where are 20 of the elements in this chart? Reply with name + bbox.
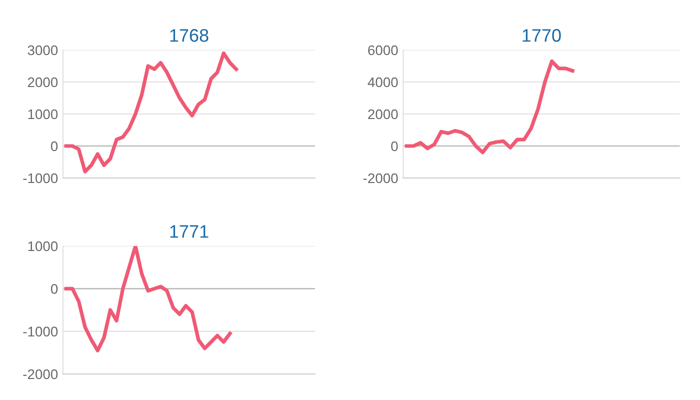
chart-title: 1771 [170, 225, 208, 238]
line-series [64, 51, 238, 174]
y-tick-label: 6000 [368, 45, 398, 56]
y-tick-label: -1000 [23, 173, 58, 184]
chart-title: 1768 [170, 29, 208, 42]
chart-title: 1770 [522, 29, 561, 42]
y-tick-label: 0 [391, 141, 398, 152]
y-tick-label: 0 [50, 284, 58, 294]
line-series [64, 246, 232, 352]
y-tick-label: 2000 [28, 77, 58, 88]
y-tick-label: 4000 [368, 77, 398, 88]
y-tick-label: 2000 [368, 109, 398, 120]
y-tick-label: -1000 [23, 326, 58, 337]
line-series [404, 59, 574, 154]
y-tick-label: 1000 [28, 109, 58, 120]
y-tick-label: 0 [50, 141, 58, 152]
y-tick-label: 3000 [28, 45, 58, 56]
y-tick-label: 1000 [28, 241, 58, 252]
y-tick-label: -2000 [23, 369, 58, 380]
y-tick-label: -2000 [363, 173, 398, 184]
